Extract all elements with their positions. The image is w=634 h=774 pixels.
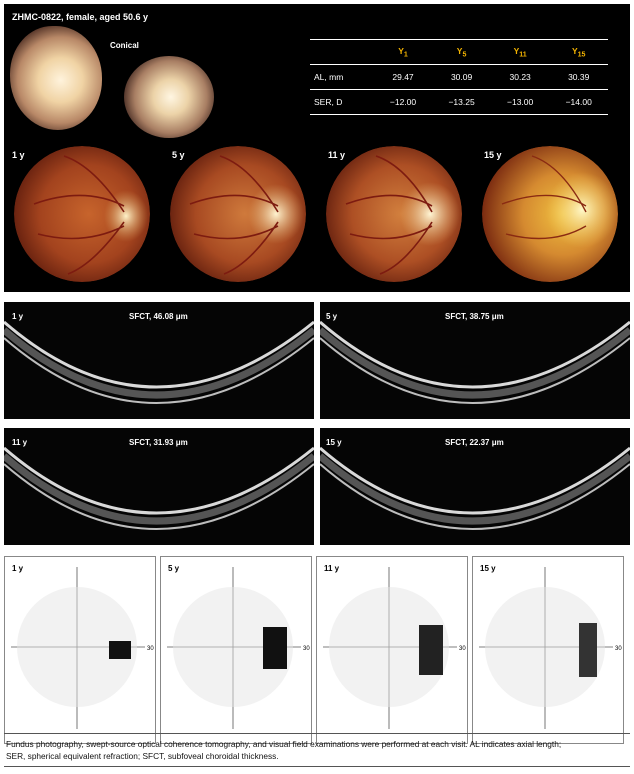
disc-shape-label: Conical xyxy=(110,41,139,50)
caption-line-2: SER, spherical equivalent refraction; SF… xyxy=(6,751,279,761)
oct-scan-1y xyxy=(4,302,314,419)
vf-scale: 30 xyxy=(459,646,466,652)
fundus-label-15y: 15 y xyxy=(484,150,502,160)
col-y15: Y15 xyxy=(571,45,586,59)
clinical-table: Y1 Y5 Y11 Y15 AL, mm 29.47 30.09 30.23 3… xyxy=(310,39,608,115)
table-cell: −14.00 xyxy=(565,97,592,107)
sfct-value: SFCT, 31.93 μm xyxy=(129,438,188,447)
optic-disc-image-2 xyxy=(124,56,214,138)
vf-scale: 30 xyxy=(147,646,154,652)
vf-scale: 30 xyxy=(615,646,622,652)
table-cell: −12.00 xyxy=(389,97,417,107)
visual-field-5y: 30 xyxy=(160,556,312,744)
col-y11: Y11 xyxy=(513,45,527,59)
visual-field-1y: 30 xyxy=(4,556,156,744)
table-cell: 30.09 xyxy=(450,72,473,82)
sfct-value: SFCT, 46.08 μm xyxy=(129,312,188,321)
caption-line-1: Fundus photography, swept-source optical… xyxy=(6,739,562,749)
sfct-value: SFCT, 38.75 μm xyxy=(445,312,504,321)
vf-label: 11 y xyxy=(324,564,340,573)
oct-scan-15y xyxy=(320,428,630,545)
table-cell: 30.23 xyxy=(509,72,531,82)
visual-field-11y: 30 xyxy=(316,556,468,744)
optic-disc-image-1 xyxy=(10,26,102,130)
table-row: SER, D −12.00 −13.25 −13.00 −14.00 xyxy=(310,89,608,115)
oct-label: 5 y xyxy=(326,312,338,321)
oct-scan-5y xyxy=(320,302,630,419)
row-label: AL, mm xyxy=(314,72,344,82)
row-label: SER, D xyxy=(314,97,343,107)
table-cell: −13.00 xyxy=(507,97,534,107)
sfct-value: SFCT, 22.37 μm xyxy=(445,438,504,447)
vf-label: 15 y xyxy=(480,564,496,573)
table-cell: 29.47 xyxy=(392,72,414,82)
oct-scan-11y xyxy=(4,428,314,545)
col-y11-sub: 11 xyxy=(519,50,527,59)
table-row: AL, mm 29.47 30.09 30.23 30.39 xyxy=(310,64,608,90)
table-cell: 30.39 xyxy=(568,72,590,82)
vf-label: 5 y xyxy=(168,564,180,573)
vf-scale: 30 xyxy=(303,646,310,652)
oct-label: 15 y xyxy=(326,438,342,447)
table-cell: −13.25 xyxy=(448,97,475,107)
caption-rule-bottom xyxy=(4,766,630,767)
col-y15-sub: 15 xyxy=(577,50,586,59)
figure-caption: Fundus photography, swept-source optical… xyxy=(6,738,626,762)
fundus-panel: ZHMC-0822, female, aged 50.6 y Conical Y… xyxy=(4,4,630,292)
col-y5: Y5 xyxy=(456,45,467,59)
visual-field-15y: 30 xyxy=(472,556,624,744)
fundus-photo-15y xyxy=(482,146,618,282)
vf-label: 1 y xyxy=(12,564,24,573)
patient-label: ZHMC-0822, female, aged 50.6 y xyxy=(12,12,149,22)
table-header-row: Y1 Y5 Y11 Y15 xyxy=(310,39,608,65)
fundus-label-11y: 11 y xyxy=(328,150,346,160)
fundus-photo-11y xyxy=(326,146,462,282)
caption-rule-top xyxy=(4,733,630,734)
oct-label: 11 y xyxy=(12,438,28,447)
col-y1-sub: 1 xyxy=(403,50,408,59)
col-y5-sub: 5 xyxy=(462,50,467,59)
fundus-label-5y: 5 y xyxy=(172,150,185,160)
fundus-label-1y: 1 y xyxy=(12,150,25,160)
oct-label: 1 y xyxy=(12,312,24,321)
col-y1: Y1 xyxy=(398,45,408,59)
fundus-photo-1y xyxy=(14,146,150,282)
fundus-photo-5y xyxy=(170,146,306,282)
